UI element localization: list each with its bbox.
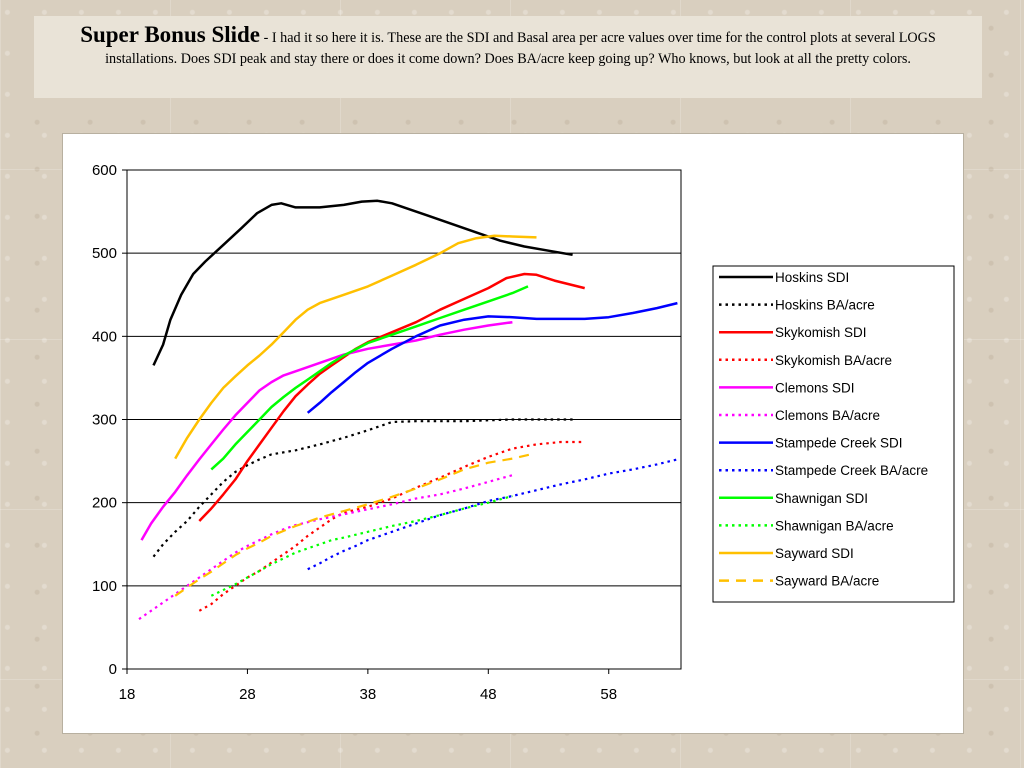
legend-label-clemons-sdi: Clemons SDI bbox=[775, 380, 855, 395]
x-tick-label: 28 bbox=[239, 686, 256, 703]
x-tick-label: 38 bbox=[360, 686, 377, 703]
x-tick-label: 48 bbox=[480, 686, 497, 703]
slide-title: Super Bonus Slide bbox=[80, 22, 261, 47]
y-tick-label: 200 bbox=[92, 495, 117, 512]
legend-label-stampede-creek-sdi: Stampede Creek SDI bbox=[775, 436, 903, 451]
legend-label-skykomish-ba-acre: Skykomish BA/acre bbox=[775, 353, 892, 368]
slide-description: I had it so here it is. These are the SD… bbox=[105, 30, 936, 67]
y-tick-label: 400 bbox=[92, 328, 117, 345]
legend-label-sayward-sdi: Sayward SDI bbox=[775, 546, 854, 561]
legend-label-shawnigan-sdi: Shawnigan SDI bbox=[775, 491, 868, 506]
series-line-skykomish-sdi bbox=[198, 272, 586, 522]
series-line-hoskins-ba-acre bbox=[152, 418, 573, 558]
legend-label-shawnigan-ba-acre: Shawnigan BA/acre bbox=[775, 518, 894, 533]
legend-label-hoskins-sdi: Hoskins SDI bbox=[775, 270, 849, 285]
x-tick-label: 58 bbox=[600, 686, 617, 703]
series-line-clemons-sdi bbox=[140, 320, 513, 541]
y-tick-label: 0 bbox=[109, 661, 117, 678]
line-chart: 0 100 200 300 400 500 600 18 28 38 48 58 Hoskins SD… bbox=[92, 162, 955, 703]
legend-box bbox=[712, 265, 955, 603]
series-line-stampede-creek-sdi bbox=[306, 301, 678, 414]
title-separator: - bbox=[260, 30, 272, 46]
x-tick-label: 18 bbox=[119, 686, 136, 703]
legend-label-sayward-ba-acre: Sayward BA/acre bbox=[775, 574, 879, 589]
legend-label-stampede-creek-ba-acre: Stampede Creek BA/acre bbox=[775, 463, 928, 478]
chart-panel: 0 100 200 300 400 500 600 18 28 38 48 58 Hoskins SD… bbox=[62, 133, 964, 734]
series-line-skykomish-ba-acre bbox=[198, 440, 585, 612]
series-line-stampede-creek-ba-acre bbox=[307, 458, 678, 571]
series-line-hoskins-sdi bbox=[152, 199, 573, 366]
y-tick-label: 100 bbox=[92, 578, 117, 595]
legend-label-hoskins-ba-acre: Hoskins BA/acre bbox=[775, 298, 875, 313]
y-tick-label: 500 bbox=[92, 245, 117, 262]
series-line-shawnigan-sdi bbox=[210, 285, 529, 471]
legend-label-skykomish-sdi: Skykomish SDI bbox=[775, 325, 867, 340]
slide-header: Super Bonus Slide - I had it so here it … bbox=[34, 16, 982, 98]
series-line-clemons-ba-acre bbox=[138, 474, 513, 621]
series-line-sayward-sdi bbox=[174, 234, 537, 460]
y-tick-label: 300 bbox=[92, 412, 117, 429]
y-tick-label: 600 bbox=[92, 162, 117, 179]
series-line-shawnigan-ba-acre bbox=[210, 494, 513, 597]
legend-label-clemons-ba-acre: Clemons BA/acre bbox=[775, 408, 880, 423]
